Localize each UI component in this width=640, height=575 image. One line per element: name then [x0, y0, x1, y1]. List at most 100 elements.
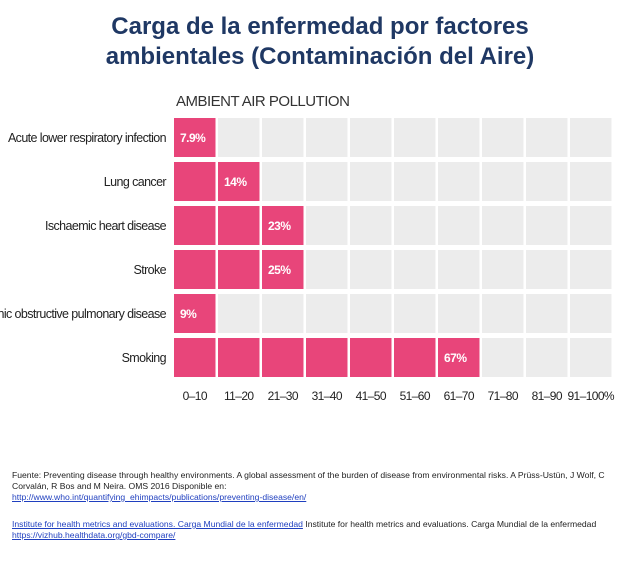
heatmap-cell-empty	[438, 162, 480, 201]
heatmap-cell-empty	[350, 250, 392, 289]
heatmap-row: 7.9%	[174, 118, 612, 157]
heatmap-cell-empty	[438, 250, 480, 289]
heatmap-cell-filled	[262, 250, 304, 289]
heatmap-cell-filled	[350, 338, 392, 377]
source-text: Fuente: Preventing disease through healt…	[12, 470, 605, 491]
heatmap-cell-empty	[262, 162, 304, 201]
x-tick-label: 0–10	[183, 389, 208, 403]
heatmap-cell-empty	[394, 250, 436, 289]
row-label: Chronic obstructive pulmonary disease	[0, 307, 167, 321]
chart-title: AMBIENT AIR POLLUTION	[176, 93, 349, 110]
heatmap-cell-empty	[526, 294, 568, 333]
ihme-link[interactable]: Institute for health metrics and evaluat…	[12, 519, 303, 529]
x-tick-label: 81–90	[532, 389, 563, 403]
heatmap-row: 67%	[174, 338, 612, 377]
heatmap-cell-filled	[174, 338, 216, 377]
row-label: Acute lower respiratory infection	[8, 131, 167, 145]
value-label: 25%	[268, 263, 291, 277]
heatmap-cell-filled	[218, 162, 260, 201]
heatmap-cell-empty	[482, 118, 524, 157]
heatmap-cell-empty	[306, 118, 348, 157]
ihme-note: Institute for health metrics and evaluat…	[12, 519, 612, 541]
ihme-text: Institute for health metrics and evaluat…	[302, 519, 597, 529]
heatmap-cell-filled	[218, 206, 260, 245]
heatmap-row: 9%	[174, 294, 612, 333]
heatmap-cell-empty	[394, 294, 436, 333]
source-link[interactable]: http://www.who.int/quantifying_ehimpacts…	[12, 492, 307, 502]
heatmap-cell-filled	[174, 250, 216, 289]
heatmap-cell-empty	[306, 250, 348, 289]
heatmap-cell-filled	[174, 294, 216, 333]
heatmap-cell-empty	[570, 118, 612, 157]
x-tick-label: 71–80	[488, 389, 519, 403]
heatmap-cell-empty	[526, 250, 568, 289]
heatmap-cell-filled	[174, 118, 216, 157]
heatmap-cell-empty	[482, 162, 524, 201]
heatmap-row: 23%	[174, 206, 612, 245]
row-labels: Acute lower respiratory infection Lung ca…	[0, 131, 167, 365]
page-title-line-2: ambientales (Contaminación del Aire)	[105, 43, 535, 70]
chart: AMBIENT AIR POLLUTION 7.9% 14% 23% 25% 9% 67%…	[0, 93, 616, 403]
heatmap-cell-empty	[262, 118, 304, 157]
heatmap-cell-empty	[526, 206, 568, 245]
value-label: 7.9%	[180, 131, 206, 145]
x-tick-label: 11–20	[224, 389, 254, 403]
heatmap-cell-filled	[174, 206, 216, 245]
heatmap-cell-empty	[482, 294, 524, 333]
x-tick-label: 61–70	[444, 389, 475, 403]
heatmap-cell-empty	[218, 118, 260, 157]
heatmap-cell-empty	[262, 294, 304, 333]
heatmap-cell-empty	[306, 206, 348, 245]
heatmap-cell-empty	[394, 162, 436, 201]
heatmap-row: 25%	[174, 250, 612, 289]
heatmap-cell-empty	[394, 206, 436, 245]
heatmap-cell-empty	[482, 206, 524, 245]
heatmap-cell-filled	[438, 338, 480, 377]
heatmap-cell-empty	[570, 206, 612, 245]
heatmap-cell-filled	[262, 206, 304, 245]
heatmap-cell-empty	[526, 162, 568, 201]
heatmap-cell-empty	[350, 294, 392, 333]
heatmap-cell-filled	[218, 338, 260, 377]
x-tick-label: 31–40	[312, 389, 343, 403]
value-label: 67%	[444, 351, 467, 365]
heatmap-cell-empty	[482, 338, 524, 377]
heatmap-cell-empty	[350, 162, 392, 201]
x-tick-label: 91–100%	[567, 389, 614, 403]
heatmap-cell-empty	[350, 206, 392, 245]
heatmap-cell-empty	[438, 118, 480, 157]
heatmap-cell-empty	[438, 206, 480, 245]
heatmap-cell-empty	[306, 162, 348, 201]
value-label: 9%	[180, 307, 197, 321]
row-label: Lung cancer	[104, 175, 167, 189]
page-title-line-1: Carga de la enfermedad por factores	[111, 13, 529, 40]
heatmap-cell-empty	[438, 294, 480, 333]
value-label: 14%	[224, 175, 247, 189]
heatmap-cell-empty	[526, 338, 568, 377]
heatmap-cell-empty	[350, 118, 392, 157]
x-tick-label: 41–50	[356, 389, 387, 403]
heatmap-cell-empty	[570, 162, 612, 201]
heatmap-cell-empty	[570, 250, 612, 289]
x-axis-tick-labels: 0–10 11–20 21–30 31–40 41–50 51–60 61–70 71–80 8…	[183, 389, 616, 403]
heatmap-cell-filled	[262, 338, 304, 377]
heatmap-cell-empty	[306, 294, 348, 333]
heatmap-cell-empty	[570, 294, 612, 333]
heatmap-row: 14%	[174, 162, 612, 201]
row-label: Ischaemic heart disease	[45, 219, 167, 233]
value-label: 23%	[268, 219, 291, 233]
heatmap-cell-filled	[306, 338, 348, 377]
x-tick-label: 21–30	[268, 389, 299, 403]
heatmap-cell-filled	[174, 162, 216, 201]
row-label: Smoking	[122, 351, 167, 365]
heatmap-cell-empty	[482, 250, 524, 289]
chart-grid: 7.9% 14% 23% 25% 9% 67%	[174, 118, 612, 377]
x-tick-label: 51–60	[400, 389, 431, 403]
heatmap-cell-filled	[218, 250, 260, 289]
ihme-url-link[interactable]: https://vizhub.healthdata.org/gbd-compar…	[12, 530, 176, 540]
heatmap-cell-empty	[394, 118, 436, 157]
page-title: Carga de la enfermedad por factores ambi…	[0, 12, 640, 72]
heatmap-cell-empty	[526, 118, 568, 157]
heatmap-cell-filled	[394, 338, 436, 377]
heatmap-cell-empty	[218, 294, 260, 333]
